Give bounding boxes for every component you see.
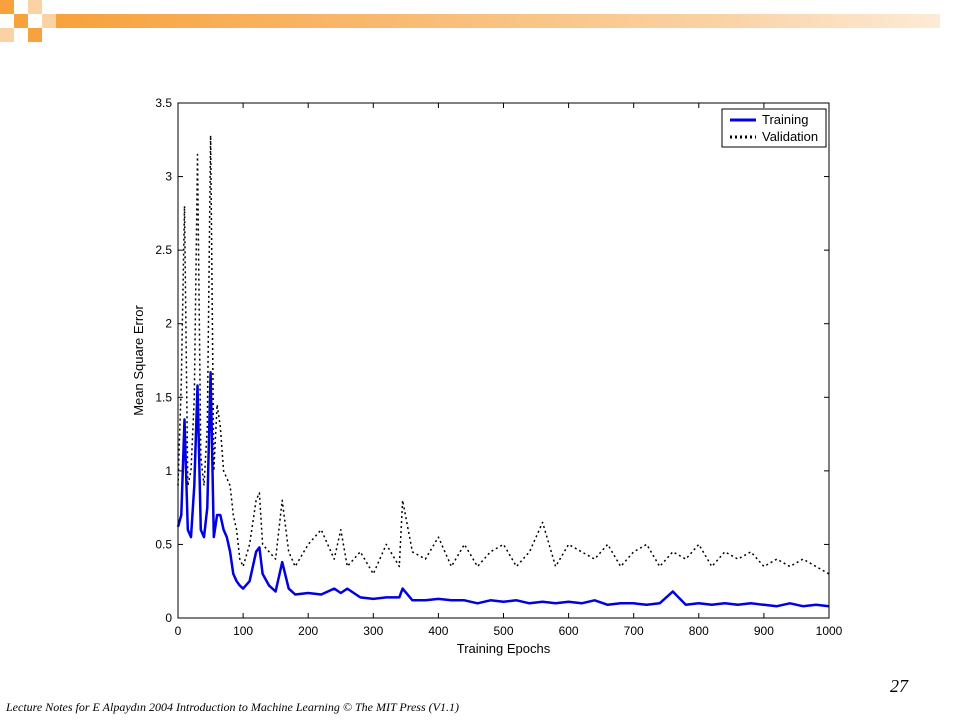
series-line-training <box>176 371 830 608</box>
x-tick-label: 800 <box>689 624 709 638</box>
y-tick-label: 3 <box>165 170 172 184</box>
legend-box <box>721 108 827 148</box>
x-tick-label: 400 <box>428 624 448 638</box>
y-tick-label: 0 <box>165 611 172 625</box>
header-deco-square-1 <box>0 0 14 14</box>
x-tick-label: 500 <box>493 624 513 638</box>
plot-area <box>178 103 829 618</box>
legend: Training Validation <box>721 108 827 148</box>
x-tick-label: 200 <box>298 624 318 638</box>
header-deco-bar <box>56 14 940 28</box>
legend-label-training: Training <box>762 112 808 127</box>
header-deco-square-2 <box>14 14 28 28</box>
header-deco-square-6 <box>42 14 56 28</box>
ticks: 0 100 200 300 400 500 600 700 800 900 1000 0 0.5 1 1.5… <box>155 96 842 638</box>
header-deco-square-3 <box>28 0 42 14</box>
y-tick-label: 2.5 <box>155 243 172 257</box>
x-axis-label: Training Epochs <box>457 641 551 656</box>
footer-citation: Lecture Notes for E Alpaydın 2004 Introd… <box>6 700 459 714</box>
header-deco-square-4 <box>0 28 14 42</box>
x-tick-label: 100 <box>233 624 253 638</box>
x-tick-label: 0 <box>175 624 182 638</box>
x-tick-label: 700 <box>624 624 644 638</box>
header-deco-square-5 <box>28 28 42 42</box>
y-tick-label: 1 <box>165 464 172 478</box>
y-tick-label: 2 <box>165 317 172 331</box>
x-tick-label: 900 <box>754 624 774 638</box>
y-tick-label: 1.5 <box>155 390 172 404</box>
y-tick-label: 0.5 <box>155 537 172 551</box>
series-layer <box>176 134 830 608</box>
x-tick-label: 1000 <box>816 624 843 638</box>
x-tick-label: 600 <box>559 624 579 638</box>
page-number: 27 <box>890 676 908 696</box>
x-tick-label: 300 <box>363 624 383 638</box>
y-axis-label: Mean Square Error <box>131 305 146 416</box>
plot-background <box>178 103 829 618</box>
legend-label-validation: Validation <box>762 129 818 144</box>
y-tick-label: 3.5 <box>155 96 172 110</box>
